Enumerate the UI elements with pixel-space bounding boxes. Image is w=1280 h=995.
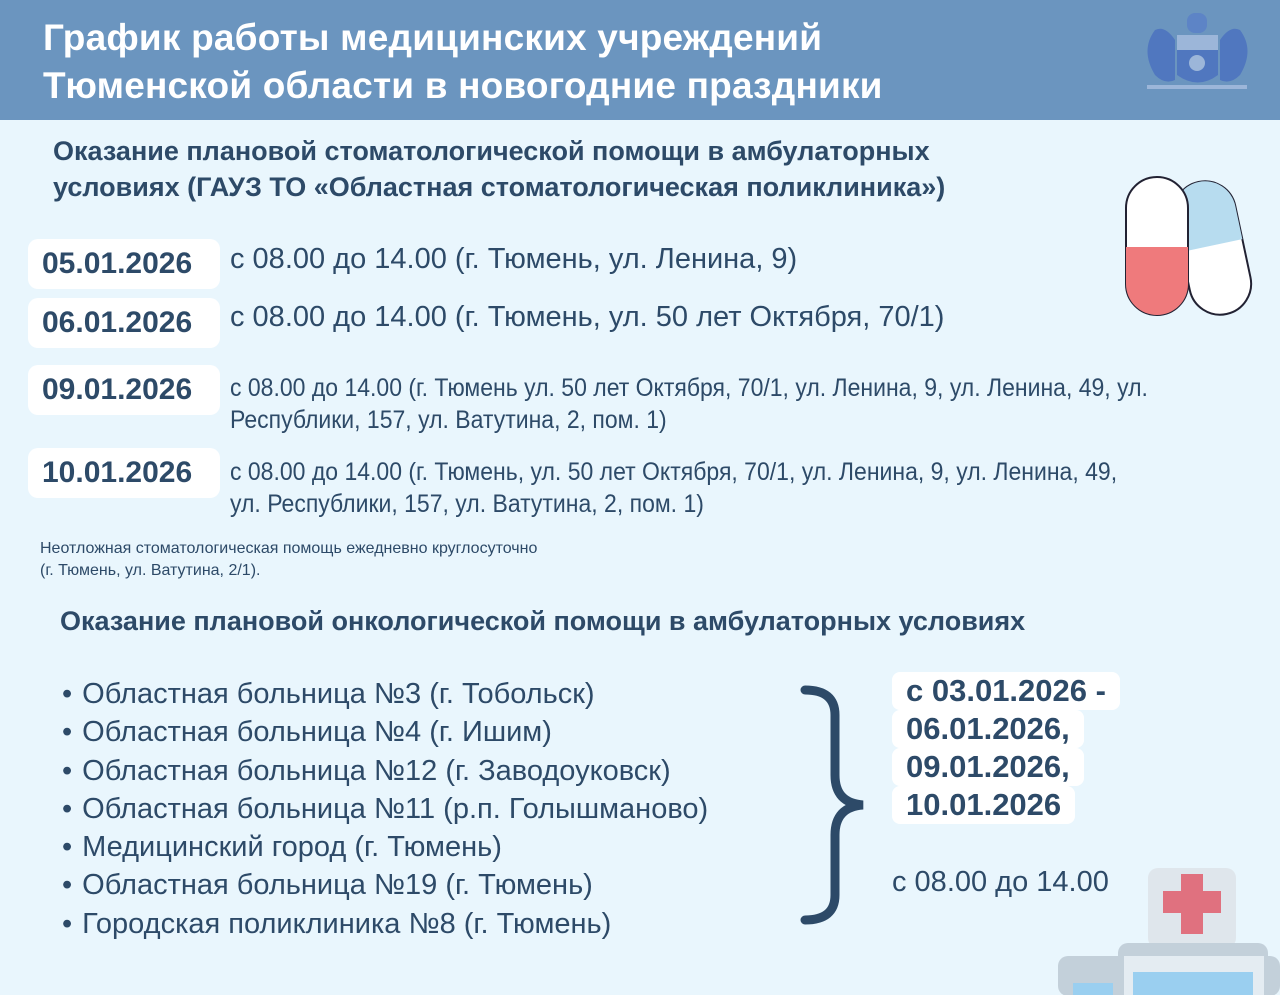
hospital-building-icon — [1058, 868, 1280, 995]
schedule-text: с 08.00 до 14.00 (г. Тюмень, ул. 50 лет … — [230, 456, 1196, 520]
dental-heading-line-1: Оказание плановой стоматологической помо… — [53, 136, 930, 166]
date-badge: 09.01.2026 — [28, 365, 220, 415]
list-item: Областная больница №12 (г. Заводоуковск) — [62, 752, 708, 790]
oncology-dates: с 03.01.2026 - 06.01.2026, 09.01.2026, 1… — [892, 672, 1120, 824]
list-item: Областная больница №4 (г. Ишим) — [62, 713, 708, 751]
date-line: 10.01.2026 — [892, 786, 1076, 824]
pills-icon — [1125, 176, 1253, 316]
oncology-heading: Оказание плановой онкологической помощи … — [60, 606, 1026, 636]
schedule-text: с 08.00 до 14.00 (г. Тюмень ул. 50 лет О… — [230, 372, 1196, 436]
list-item: Областная больница №11 (р.п. Голышманово… — [62, 790, 708, 828]
schedule-text: с 08.00 до 14.00 (г. Тюмень, ул. 50 лет … — [230, 301, 945, 333]
date-badge: 06.01.2026 — [28, 298, 220, 348]
coat-of-arms-icon — [1147, 13, 1248, 89]
schedule-line-1: с 08.00 до 14.00 (г. Тюмень, ул. 50 лет … — [230, 458, 1118, 486]
title-line-1: График работы медицинских учреждений — [43, 17, 823, 58]
curly-brace-icon — [800, 685, 864, 925]
page-title: График работы медицинских учреждений Тюм… — [43, 14, 883, 110]
facility-list: Областная больница №3 (г. Тобольск) Обла… — [62, 675, 708, 943]
list-item: Областная больница №19 (г. Тюмень) — [62, 866, 708, 904]
schedule-line-2: ул. Республики, 157, ул. Ватутина, 2, по… — [230, 490, 704, 518]
date-badge: 05.01.2026 — [28, 239, 220, 289]
note-line-2: (г. Тюмень, ул. Ватутина, 2/1). — [40, 562, 261, 579]
header-banner: График работы медицинских учреждений Тюм… — [0, 0, 1280, 120]
list-item: Областная больница №3 (г. Тобольск) — [62, 675, 708, 713]
emergency-note: Неотложная стоматологическая помощь ежед… — [40, 538, 537, 582]
note-line-1: Неотложная стоматологическая помощь ежед… — [40, 540, 538, 557]
oncology-hours: с 08.00 до 14.00 — [892, 866, 1109, 898]
schedule-text: с 08.00 до 14.00 (г. Тюмень, ул. Ленина,… — [230, 243, 798, 275]
date-badge: 10.01.2026 — [28, 448, 220, 498]
date-line: 06.01.2026, — [892, 710, 1084, 748]
title-line-2: Тюменской области в новогодние праздники — [43, 65, 883, 106]
list-item: Городская поликлиника №8 (г. Тюмень) — [62, 905, 708, 943]
schedule-line-2: Республики, 157, ул. Ватутина, 2, пом. 1… — [230, 406, 667, 434]
list-item: Медицинский город (г. Тюмень) — [62, 828, 708, 866]
date-line: 09.01.2026, — [892, 748, 1084, 786]
dental-heading-line-2: условиях (ГАУЗ ТО «Областная стоматологи… — [53, 172, 946, 202]
dental-heading: Оказание плановой стоматологической помо… — [53, 133, 945, 205]
schedule-line-1: с 08.00 до 14.00 (г. Тюмень ул. 50 лет О… — [230, 374, 1148, 402]
date-line: с 03.01.2026 - — [892, 672, 1120, 710]
